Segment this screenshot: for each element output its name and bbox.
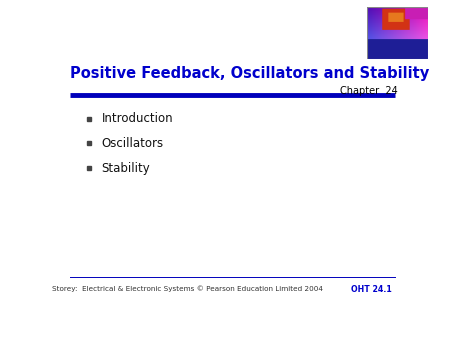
Text: Oscillators: Oscillators [102,137,164,150]
Text: OHT 24.1: OHT 24.1 [351,285,392,294]
Text: Storey:  Electrical & Electronic Systems © Pearson Education Limited 2004: Storey: Electrical & Electronic Systems … [52,286,323,292]
Text: Stability: Stability [102,162,150,175]
Text: Chapter  24: Chapter 24 [341,86,398,96]
Text: Introduction: Introduction [102,112,173,125]
Text: Positive Feedback, Oscillators and Stability: Positive Feedback, Oscillators and Stabi… [70,66,429,81]
